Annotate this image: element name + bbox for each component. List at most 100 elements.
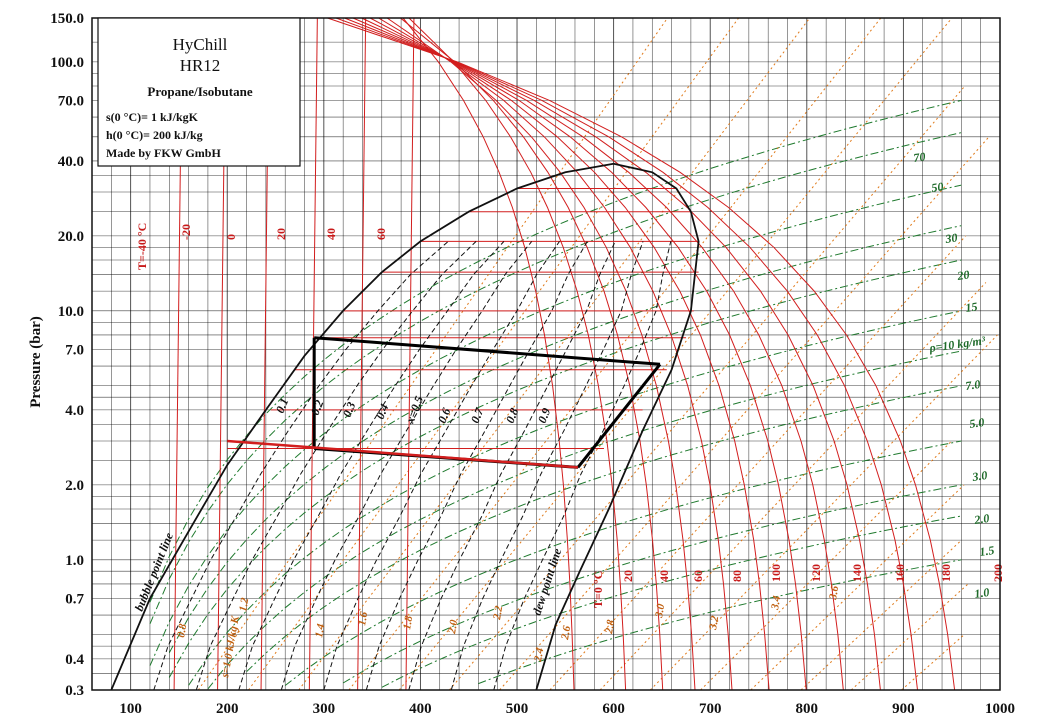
- y-tick-label: 2.0: [65, 478, 84, 494]
- saturation-dome: [110, 162, 700, 691]
- isotherm-liquid-line: [357, 17, 367, 691]
- isochore-line: [149, 132, 962, 624]
- isentrope-label: 1.8: [401, 614, 415, 630]
- y-tick-label: 150.0: [50, 11, 84, 27]
- x-tick-label: 900: [892, 701, 915, 717]
- isentrope-line: [700, 440, 953, 691]
- y-tick-label: 0.4: [65, 652, 84, 668]
- plot-frame: [91, 17, 1001, 691]
- isotherm-label: 40: [657, 570, 671, 582]
- x-tick-label: 800: [796, 701, 819, 717]
- isentrope-line: [800, 539, 962, 691]
- x-tick-label: 300: [313, 701, 336, 717]
- y-tick-label: 40.0: [58, 154, 84, 170]
- y-tick-label: 100.0: [50, 55, 84, 71]
- quality-lines: [153, 241, 672, 691]
- isochore-line: [342, 484, 962, 684]
- isentrope-line: [599, 282, 987, 691]
- isochore-line: [478, 559, 962, 685]
- isochore-label: 70: [912, 149, 926, 165]
- cycle-condensation-line: [314, 336, 661, 366]
- x-tick-label: 700: [699, 701, 722, 717]
- x-tick-label: 600: [602, 701, 625, 717]
- quality-line: [280, 241, 533, 691]
- x-tick-label: 100: [119, 701, 142, 717]
- isentrope-line: [901, 634, 965, 691]
- isochore-label: 5.0: [968, 415, 985, 431]
- legend-line-3: Propane/Isobutane: [147, 84, 252, 99]
- x-tick-label: 400: [409, 701, 432, 717]
- y-tick-label: 4.0: [65, 403, 84, 419]
- isentrope-label: 1.4: [313, 622, 327, 638]
- isotherm-label: T=-40 °C: [135, 223, 149, 270]
- isotherm-liquid-line: [405, 17, 415, 691]
- isotherm-label: 140: [850, 564, 864, 582]
- isotherm-vapor-line: [400, 17, 664, 691]
- isentrope-lines: [197, 17, 998, 691]
- isochore-label: 50: [930, 179, 944, 195]
- isochore-label: 1.5: [978, 543, 995, 559]
- isochore-label: 2.0: [972, 511, 990, 527]
- y-axis-label: Pressure (bar): [28, 316, 44, 408]
- isotherm-vapor-line: [408, 17, 627, 691]
- isotherm-vapor-line: [327, 17, 956, 691]
- quality-label: 0.2: [308, 398, 327, 417]
- legend-line-4: s(0 °C)= 1 kJ/kgK: [106, 110, 199, 124]
- isochore-line: [284, 440, 962, 686]
- y-tick-label: 70.0: [58, 93, 84, 109]
- isochore-label: 1.0: [973, 585, 990, 601]
- isochore-label: 15: [964, 299, 978, 315]
- legend-line-5: h(0 °C)= 200 kJ/kg: [106, 128, 203, 142]
- isotherm-label: 180: [939, 564, 953, 582]
- isotherm-label: T=0 °C: [591, 571, 605, 608]
- isentrope-label: 2.0: [446, 618, 460, 635]
- quality-label: 0.4: [373, 402, 392, 421]
- isotherm-label: 160: [893, 564, 907, 582]
- y-tick-label: 7.0: [65, 342, 84, 358]
- isotherm-label: 100: [769, 564, 783, 582]
- legend-box: [97, 17, 301, 167]
- quality-line: [365, 241, 588, 691]
- cycle-compression-line: [576, 363, 662, 469]
- isotherm-label: 60: [691, 570, 705, 582]
- isotherm-vapor-line: [352, 17, 844, 691]
- isentrope-label: 1.6: [356, 610, 370, 626]
- isentrope-line: [248, 17, 740, 691]
- isotherm-vapor-line: [335, 17, 918, 691]
- x-tick-label: 200: [216, 701, 239, 717]
- isentrope-label: 3.6: [827, 584, 841, 601]
- isotherm-label: 120: [809, 564, 823, 582]
- isentrope-line: [298, 17, 811, 691]
- isotherm-label: 20: [274, 228, 288, 240]
- quality-label: 0.8: [503, 406, 522, 425]
- quality-label: 0.7: [468, 405, 487, 425]
- x-tick-label: 500: [506, 701, 529, 717]
- y-tick-label: 0.7: [65, 591, 84, 607]
- isentrope-label: 3.2: [707, 614, 721, 631]
- isotherm-vapor-line: [361, 17, 807, 691]
- isotherm-vapor-line: [402, 17, 575, 691]
- quality-line: [493, 241, 672, 691]
- isochore-line: [188, 310, 962, 686]
- y-tick-label: 1.0: [65, 553, 84, 569]
- isochore-line: [246, 385, 962, 672]
- quality-line: [323, 241, 560, 691]
- isentrope-label: 2.2: [491, 604, 505, 621]
- isochore-line: [207, 350, 962, 690]
- isotherm-label: 200: [991, 564, 1005, 582]
- isotherm-label: -20: [179, 224, 193, 240]
- isotherm-lines: [173, 17, 956, 691]
- quality-line: [450, 241, 644, 691]
- quality-label: 0.9: [535, 406, 554, 425]
- isochore-label: 3.0: [970, 468, 988, 484]
- isotherm-vapor-line: [386, 17, 696, 691]
- bubble-point-line: [110, 162, 614, 691]
- axes: 100 200 300 400 500 600 700 800 900 10000.30.40.7…: [50, 11, 1015, 717]
- legend-line-6: Made by FKW GmbH: [106, 146, 221, 160]
- isentrope-line: [499, 136, 990, 691]
- isotherm-label: 40: [324, 228, 338, 240]
- quality-label: 0.6: [435, 406, 454, 425]
- isentrope-line: [398, 17, 953, 691]
- legend-line-2: HR12: [180, 56, 221, 75]
- isotherm-label: 0: [224, 234, 238, 240]
